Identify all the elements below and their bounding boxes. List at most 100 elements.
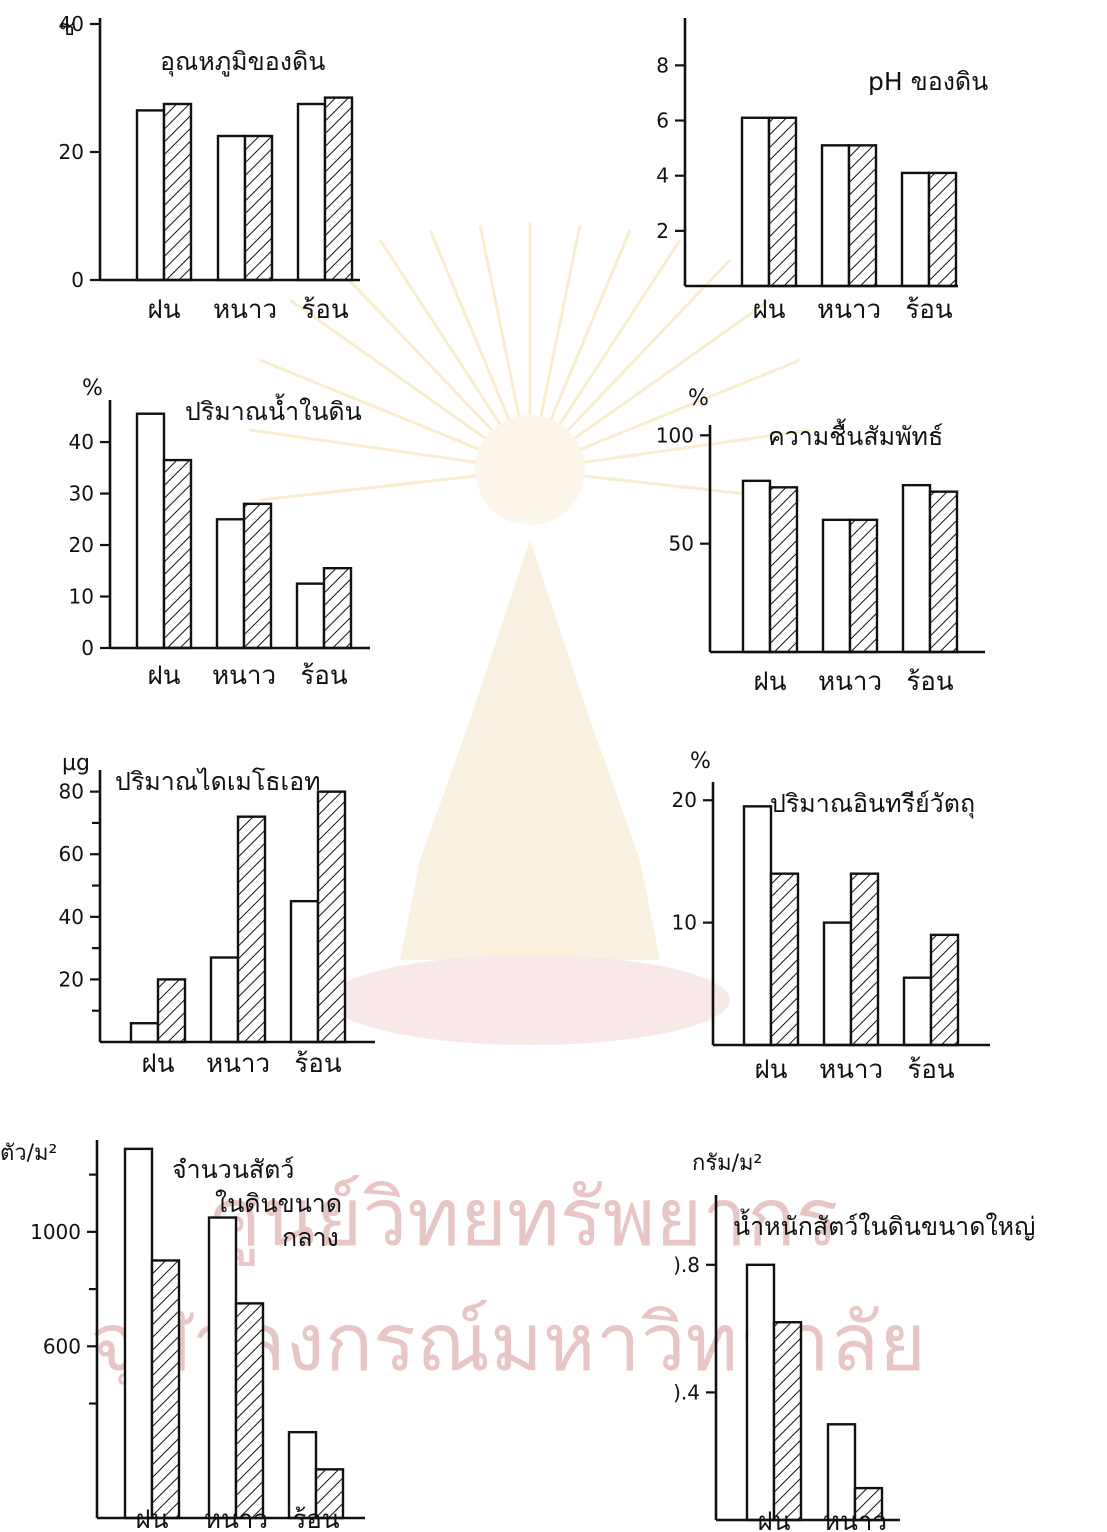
bar-open-2 <box>822 921 853 1047</box>
y-tick-label: 0 <box>71 268 84 292</box>
y-tick-label: 600 <box>43 1334 81 1358</box>
y-unit-label: % <box>690 749 711 774</box>
chart-title-line: กลาง <box>282 1223 339 1252</box>
bar-hatched-1 <box>162 458 193 650</box>
category-label: ฝน <box>754 1055 787 1085</box>
bar-hatched-3 <box>314 1468 345 1520</box>
bar-open-1 <box>135 412 166 650</box>
category-label: หนาว <box>213 295 277 325</box>
bar-hatched-1 <box>768 486 799 654</box>
y-tick-label: 20 <box>672 788 697 812</box>
bar-open-1 <box>740 116 771 288</box>
category-label: ฝน <box>757 1507 790 1532</box>
y-unit-label: % <box>82 376 103 401</box>
category-label: หนาว <box>818 667 882 697</box>
chart-title: ปริมาณน้ำในดิน <box>185 393 362 426</box>
y-tick-label: 30 <box>69 482 94 506</box>
y-tick-label: 100 <box>656 423 694 447</box>
bar-hatched-3 <box>322 566 353 650</box>
y-unit-label: ตัว/ม² <box>0 1141 57 1166</box>
y-tick-label: 20 <box>59 140 84 164</box>
chart-title-line: จำนวนสัตว์ <box>172 1155 294 1184</box>
chart-title: ปริมาณไดเมโธเอท <box>115 767 321 796</box>
bar-hatched-1 <box>150 1259 181 1520</box>
chart-panel-8: ).4).8 ฝน หนาว น้ำหนักสัตว์ในดินขนาดใหญ่ กรั… <box>673 1151 1035 1532</box>
chart-title: ปริมาณอินทรีย์วัตถุ <box>770 789 975 819</box>
y-tick-label: ).4 <box>673 1380 700 1404</box>
bar-hatched-2 <box>847 144 878 288</box>
y-tick-label: 0 <box>81 636 94 660</box>
bar-open-1 <box>745 1263 776 1522</box>
bar-hatched-3 <box>928 490 959 654</box>
bar-open-3 <box>289 899 320 1044</box>
y-tick-label: 2 <box>656 219 669 243</box>
category-label: ร้อน <box>907 1055 955 1085</box>
bar-open-1 <box>123 1147 154 1520</box>
bar-open-3 <box>900 171 931 288</box>
bar-hatched-1 <box>156 978 187 1044</box>
category-label: หนาว <box>212 661 276 691</box>
chart-panel-1: 0 20 40 ฝน หนาว ร้อน อุณหภูมิของดิน ซ <box>59 12 360 325</box>
bar-hatched-2 <box>242 502 273 650</box>
y-tick-label: 80 <box>59 780 84 804</box>
chart-panel-5: 20 40 60 80 ฝน หนาว ร้อน ปริมาณไดเมโธเอท µg <box>59 751 375 1079</box>
bar-hatched-2 <box>243 134 274 282</box>
bar-hatched-3 <box>316 790 347 1044</box>
bar-hatched-2 <box>853 1486 884 1522</box>
category-label: ฝน <box>147 661 180 691</box>
category-label: หนาว <box>206 1049 270 1079</box>
category-label: ร้อน <box>905 295 953 325</box>
bar-open-2 <box>821 518 852 654</box>
bar-open-2 <box>820 144 851 288</box>
y-tick-label: 60 <box>59 842 84 866</box>
y-unit-label: % <box>688 386 709 411</box>
bar-open-3 <box>296 102 327 282</box>
category-label: ร้อน <box>301 295 349 325</box>
bar-hatched-2 <box>849 872 880 1047</box>
category-label: หนาว <box>817 295 881 325</box>
bar-open-3 <box>287 1430 318 1520</box>
y-tick-label: 20 <box>69 533 94 557</box>
y-tick-label: ).8 <box>673 1253 700 1277</box>
y-tick-label: 4 <box>656 164 669 188</box>
y-tick-label: 10 <box>672 911 697 935</box>
bar-open-3 <box>295 582 326 650</box>
category-label: หนาว <box>823 1507 887 1532</box>
bar-hatched-1 <box>162 102 193 282</box>
bar-open-2 <box>209 956 240 1044</box>
bar-hatched-1 <box>772 1321 803 1522</box>
bar-hatched-3 <box>323 96 354 282</box>
watermark-text-line1: ศูนย์วิทยทรัพยากร <box>210 1171 839 1266</box>
y-tick-label: 20 <box>59 967 84 991</box>
bar-hatched-3 <box>927 171 958 288</box>
category-label: ฝน <box>147 295 180 325</box>
y-tick-label: 1000 <box>30 1220 81 1244</box>
category-label: ร้อน <box>294 1049 342 1079</box>
chart-panel-7: 600 1000 ฝน หนาว ร้อน จำนวนสัตว์ในดินขนาดกลาง… <box>0 1140 365 1532</box>
bar-open-1 <box>741 479 772 654</box>
y-tick-label: 40 <box>69 430 94 454</box>
bar-open-1 <box>742 805 773 1047</box>
bar-hatched-1 <box>769 872 800 1047</box>
bar-hatched-2 <box>236 815 267 1044</box>
category-label: ฝน <box>141 1049 174 1079</box>
chart-title: pH ของดิน <box>868 67 988 96</box>
y-tick-label: 50 <box>669 532 694 556</box>
category-label: ฝน <box>135 1505 168 1532</box>
y-tick-label: 10 <box>69 585 94 609</box>
bar-hatched-3 <box>929 933 960 1047</box>
bar-open-2 <box>215 518 246 650</box>
bar-hatched-1 <box>767 116 798 288</box>
chart-title: ความชื้นสัมพัทธ์ <box>768 418 943 451</box>
chart-panel-4: 50 100 ฝน หนาว ร้อน ความชื้นสัมพัทธ์% <box>656 386 985 697</box>
category-label: ฝน <box>753 667 786 697</box>
bar-open-3 <box>901 483 932 654</box>
bar-hatched-2 <box>848 518 879 654</box>
chart-title-line: ในดินขนาด <box>215 1189 342 1218</box>
bar-open-2 <box>826 1423 857 1522</box>
y-unit-label: µg <box>62 751 90 776</box>
chart-panel-6: 10 20 ฝน หนาว ร้อน ปริมาณอินทรีย์วัตถุ% <box>672 749 990 1085</box>
category-label: ร้อน <box>300 661 348 691</box>
